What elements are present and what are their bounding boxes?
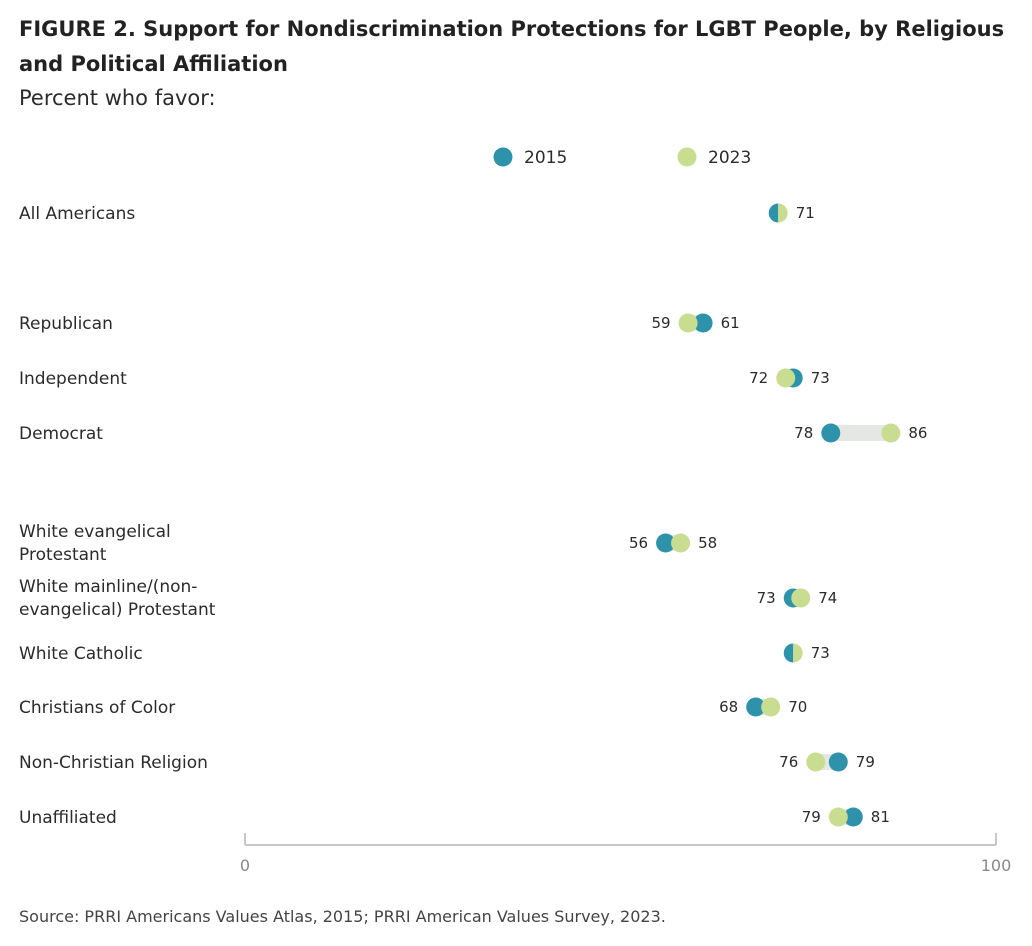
value-label-white-catholic: 73 [811,644,830,662]
dot-2023-white-mainline-non-evangelical-protestant [791,588,811,608]
legend-marker-2023 [677,147,697,167]
category-label-all-americans: All Americans [19,204,135,224]
value-label-high-white-evangelical-protestant: 58 [698,534,717,552]
x-tick-label-100: 100 [981,856,1012,875]
value-label-low-independent: 72 [749,369,768,387]
dot-2023-white-evangelical-protestant [671,533,691,553]
legend-label-2015: 2015 [524,148,567,168]
dot-2015-republican [693,313,713,333]
category-label-christians-of-color: Christians of Color [19,698,175,718]
value-label-low-christians-of-color: 68 [719,698,738,716]
category-label-white-evangelical-protestant: White evangelical Protestant [19,522,171,565]
value-label-high-white-mainline-non-evangelical-protestant: 74 [818,589,837,607]
dot-2023-all-americans [778,203,788,223]
dot-2023-christians-of-color [761,697,781,717]
source-note: Source: PRRI Americans Values Atlas, 201… [19,907,666,926]
dot-2023-white-catholic [793,643,803,663]
category-label-independent: Independent [19,369,127,389]
dot-2015-white-evangelical-protestant [656,533,676,553]
dot-2015-white-catholic [783,643,794,663]
dot-2015-democrat [821,423,841,443]
value-label-high-christians-of-color: 70 [788,698,807,716]
dot-2015-christians-of-color [746,697,766,717]
value-label-low-white-evangelical-protestant: 56 [629,534,648,552]
value-label-low-democrat: 78 [794,424,813,442]
chart-subtitle: Percent who favor: [19,86,216,110]
value-label-low-unaffiliated: 79 [802,808,821,826]
category-label-white-catholic: White Catholic [19,644,143,664]
value-label-high-democrat: 86 [908,424,927,442]
dot-2023-democrat [881,423,901,443]
dot-2023-republican [678,313,698,333]
legend-label-2023: 2023 [708,148,751,168]
value-label-high-unaffiliated: 81 [871,808,890,826]
value-label-high-republican: 61 [721,314,740,332]
dot-2023-non-christian-religion [806,752,826,772]
category-label-democrat: Democrat [19,424,103,444]
dot-2023-unaffiliated [828,807,848,827]
legend-marker-2015 [493,147,513,167]
dot-2015-unaffiliated [843,807,863,827]
value-label-high-non-christian-religion: 79 [856,753,875,771]
value-label-high-independent: 73 [811,369,830,387]
connector-democrat [830,425,891,441]
x-tick-label-0: 0 [240,856,250,875]
category-label-unaffiliated: Unaffiliated [19,808,117,828]
category-label-republican: Republican [19,314,113,334]
value-label-low-republican: 59 [651,314,670,332]
value-label-low-non-christian-religion: 76 [779,753,798,771]
category-label-non-christian-religion: Non-Christian Religion [19,753,208,773]
value-label-all-americans: 71 [796,204,815,222]
dot-2015-non-christian-religion [828,752,848,772]
value-label-low-white-mainline-non-evangelical-protestant: 73 [757,589,776,607]
dot-2015-all-americans [768,203,779,223]
category-label-white-mainline-non-evangelical-protestant: White mainline/(non-evangelical) Protest… [19,577,216,620]
chart-title: FIGURE 2. Support for Nondiscrimination … [19,17,1005,76]
dot-2023-independent [776,368,796,388]
